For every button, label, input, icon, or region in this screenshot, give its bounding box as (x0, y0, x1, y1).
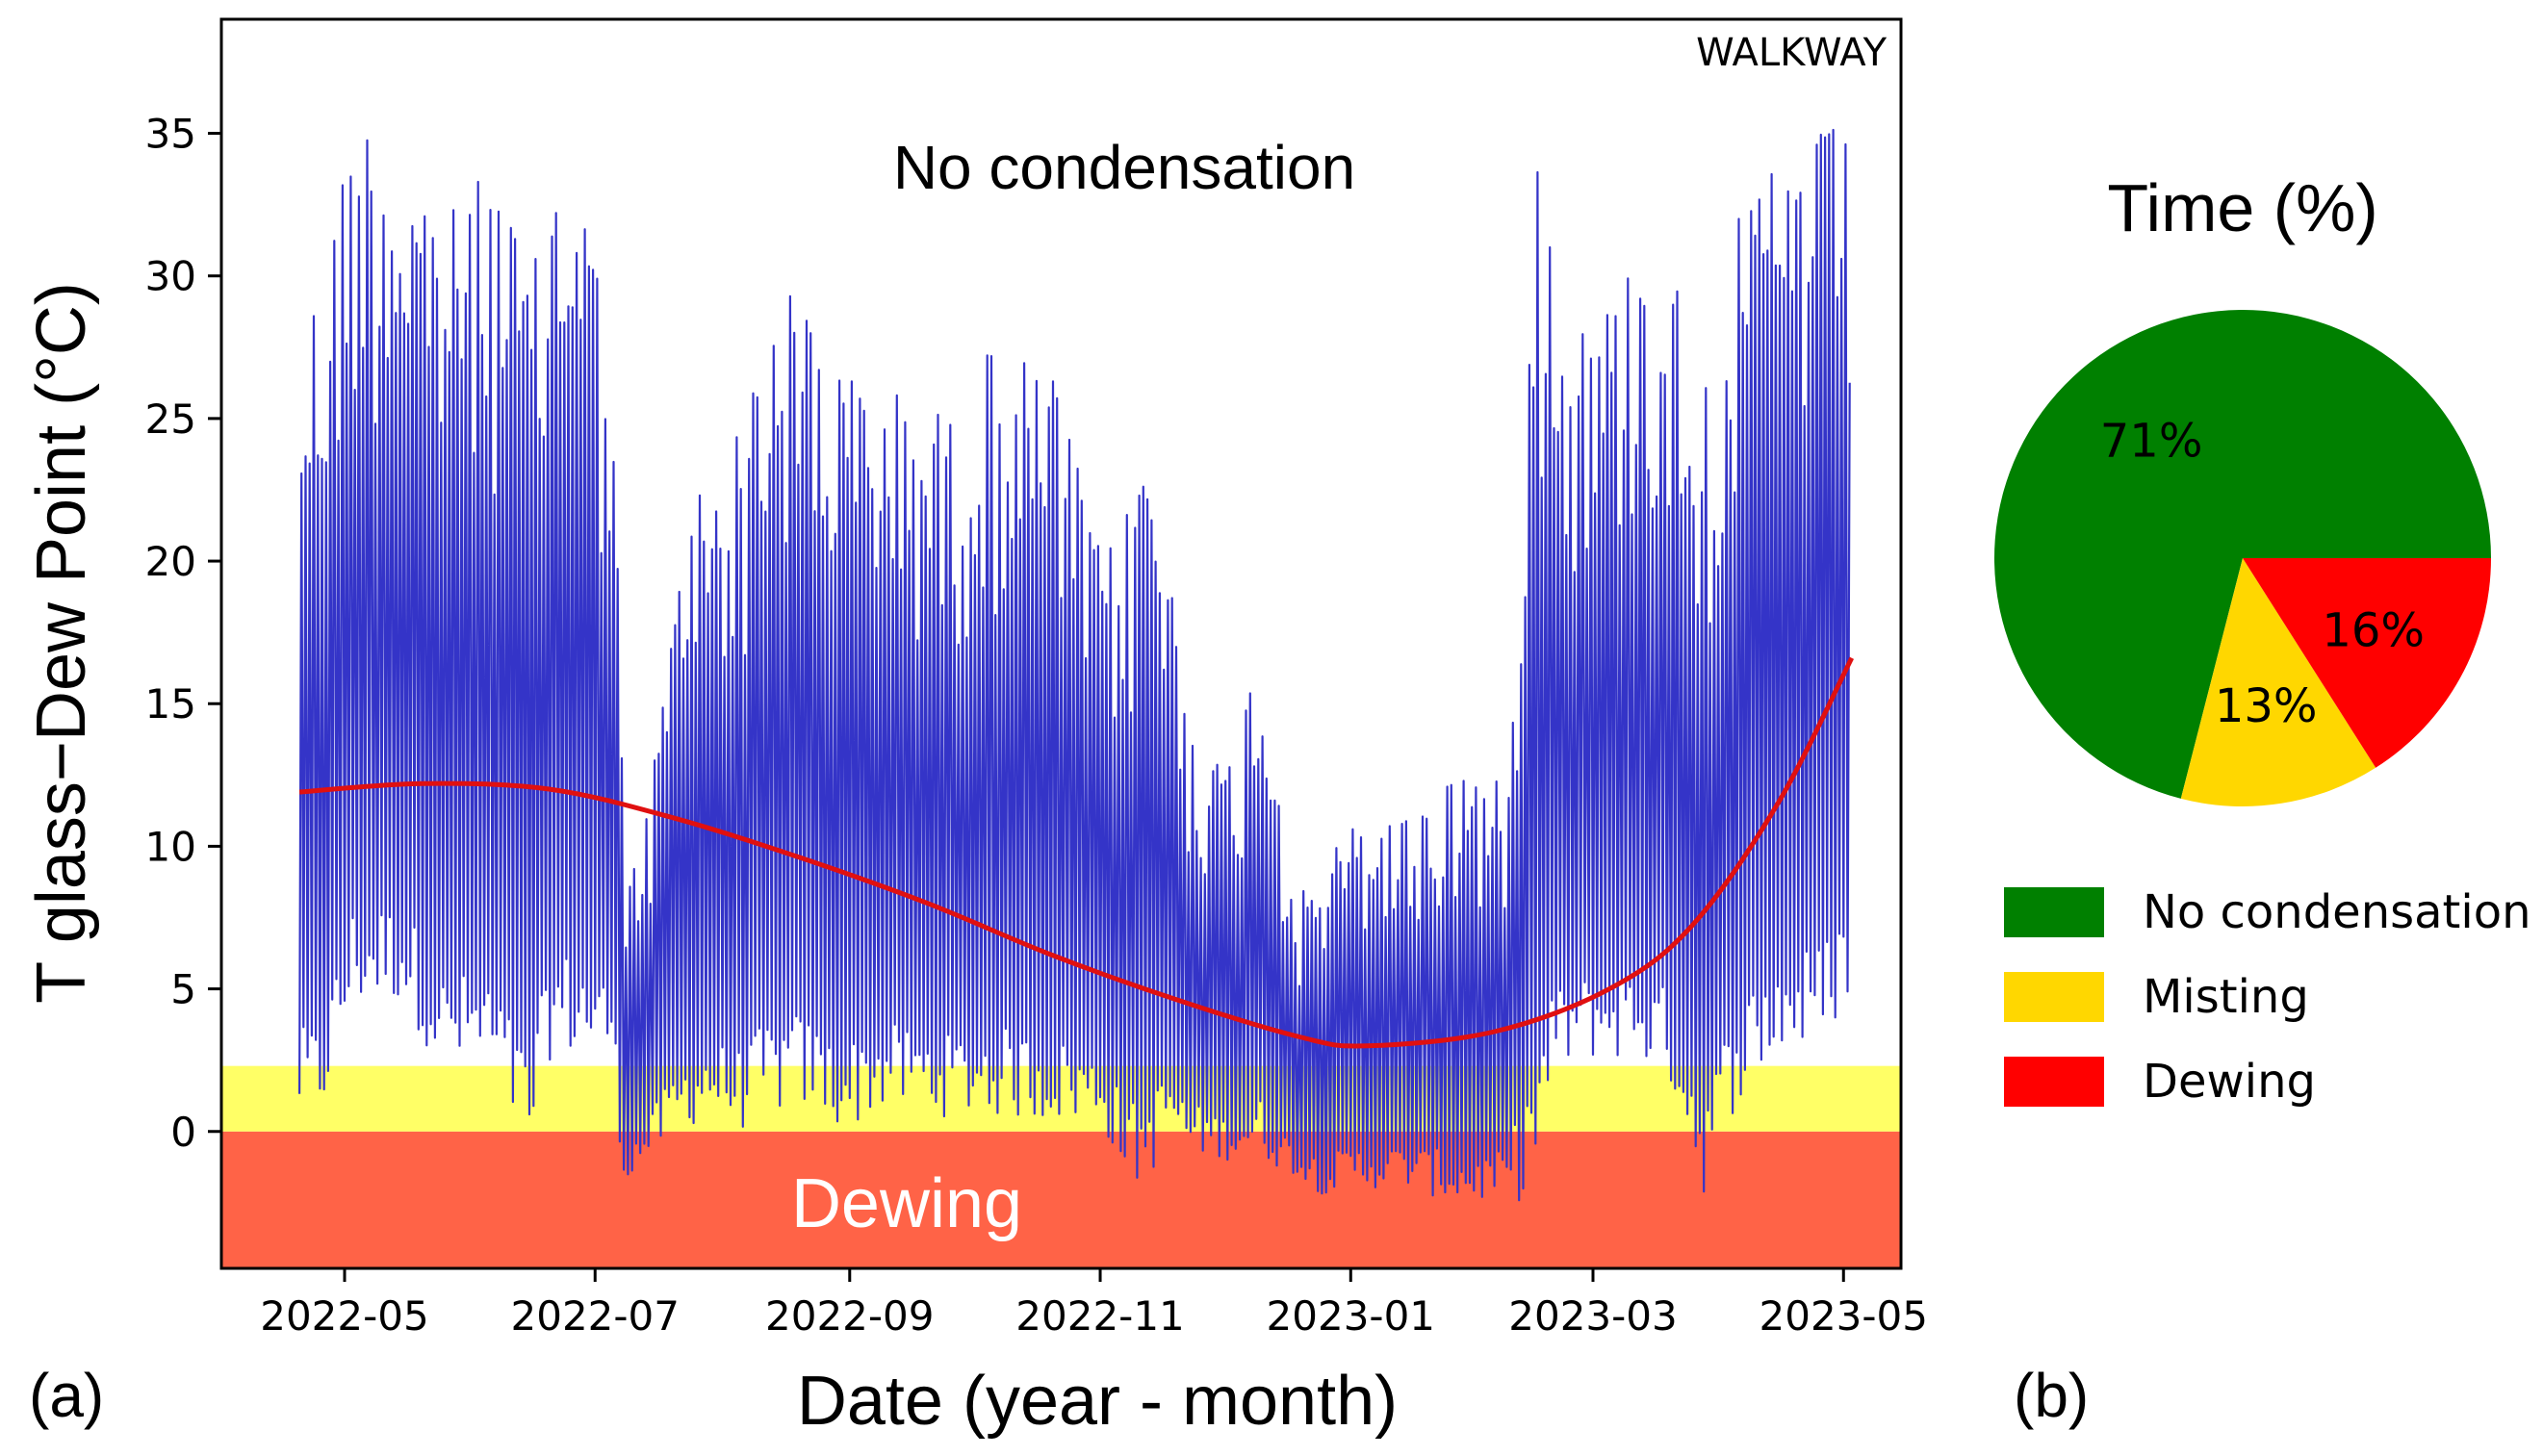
series-oscillation-path (298, 128, 1851, 1202)
x-tick-label: 2023-05 (1760, 1292, 1929, 1340)
x-axis-ticks: 2022-05 2022-07 2022-09 2022-11 2023-01 2023-… (260, 1268, 1928, 1340)
x-axis-label: Date (year - month) (797, 1363, 1398, 1440)
pie-slice-label: 71% (2100, 415, 2203, 469)
pie-slice-label: 16% (2322, 604, 2425, 658)
pie-legend: No condensation Misting Dewing (2004, 885, 2531, 1109)
pie-slice-dewing (2243, 558, 2491, 768)
y-tick-label: 30 (145, 253, 196, 300)
panel-b-pie-chart: Time (%) 71% 13%16% No condensation Mistin… (1994, 170, 2531, 1430)
panel-b-label: (b) (2014, 1361, 2089, 1430)
y-tick-label: 10 (145, 823, 196, 870)
x-tick-label: 2023-03 (1508, 1292, 1678, 1340)
pie-slice-label: 13% (2215, 679, 2318, 733)
region-dewing (221, 1131, 1901, 1268)
site-label: WALKWAY (1696, 31, 1887, 75)
legend-swatch (2004, 972, 2104, 1022)
y-axis-ticks: 0 5 10 15 20 25 30 35 (145, 111, 221, 1156)
legend-label: Misting (2143, 970, 2309, 1024)
dewing-region-label: Dewing (791, 1165, 1022, 1242)
y-tick-label: 0 (170, 1109, 196, 1156)
legend-label: Dewing (2143, 1055, 2316, 1109)
x-tick-label: 2022-09 (765, 1292, 935, 1340)
pie (1994, 310, 2491, 806)
y-tick-label: 25 (145, 396, 196, 443)
x-tick-label: 2022-11 (1015, 1292, 1185, 1340)
y-tick-label: 35 (145, 111, 196, 158)
pie-slice-misting (2180, 558, 2376, 806)
no-condensation-region-label: No condensation (893, 133, 1355, 202)
pie-title: Time (%) (2107, 170, 2377, 245)
y-tick-label: 20 (145, 538, 196, 585)
legend-swatch (2004, 887, 2104, 937)
legend-label: No condensation (2143, 885, 2531, 939)
x-tick-label: 2022-05 (260, 1292, 429, 1340)
panel-a-label: (a) (29, 1361, 104, 1430)
pie-slice-labels: 71% 13%16% (2100, 415, 2425, 733)
x-tick-label: 2022-07 (511, 1292, 681, 1340)
y-axis-label: T glass−Dew Point (°C) (23, 282, 100, 1004)
temperature-difference-series (298, 128, 1851, 1202)
y-tick-label: 5 (170, 966, 196, 1013)
y-tick-label: 15 (145, 680, 196, 728)
trend-line (298, 656, 1855, 1049)
legend-swatch (2004, 1057, 2104, 1107)
plot-frame (219, 17, 1903, 1270)
x-tick-label: 2023-01 (1267, 1292, 1436, 1340)
pie-slice-no-condensation (1994, 310, 2491, 799)
region-misting (221, 1065, 1901, 1132)
